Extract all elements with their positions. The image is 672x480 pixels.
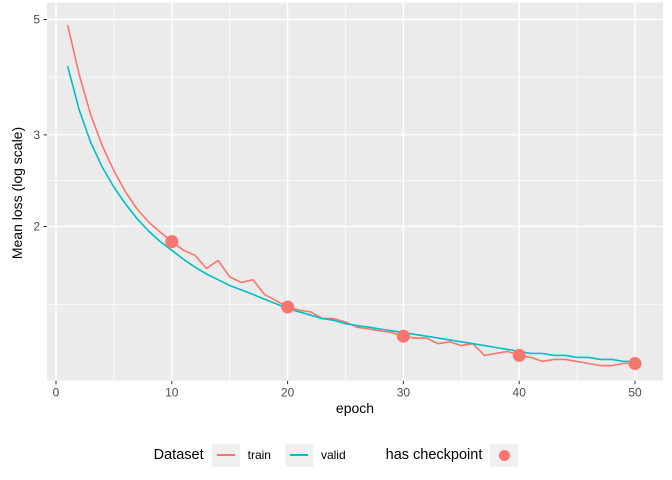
x-tick-label: 10	[165, 386, 179, 400]
checkpoint-point	[628, 357, 642, 370]
legend: Dataset train valid has checkpoint	[0, 438, 672, 472]
panel-background	[47, 2, 663, 381]
y-tick-label: 5	[33, 13, 40, 27]
legend-key-checkpoint	[490, 443, 519, 467]
y-tick-label: 2	[33, 220, 40, 234]
y-axis-title: Mean loss (log scale)	[9, 126, 25, 260]
legend-dataset-title: Dataset	[153, 447, 204, 463]
checkpoint-point	[512, 348, 526, 362]
x-axis-title: epoch	[335, 400, 375, 416]
x-tick-label: 40	[513, 386, 527, 400]
x-tick-label: 20	[281, 386, 295, 400]
checkpoint-point	[165, 235, 179, 249]
valid-line-swatch	[289, 454, 308, 456]
x-tick-label: 30	[397, 386, 411, 400]
train-line-swatch	[216, 454, 235, 456]
legend-label-valid: valid	[320, 448, 346, 462]
checkpoint-point	[396, 329, 410, 343]
y-tick-label: 3	[33, 128, 40, 142]
series-line-valid	[66, 65, 635, 363]
checkpoint-point	[281, 300, 295, 314]
x-tick-label: 50	[628, 386, 642, 400]
legend-checkpoint-title: has checkpoint	[385, 447, 483, 463]
legend-label-train: train	[247, 448, 271, 462]
checkpoint-dot-swatch	[498, 449, 510, 461]
legend-key-valid	[284, 443, 313, 467]
x-tick-label: 0	[53, 386, 60, 400]
legend-key-train	[211, 443, 240, 467]
